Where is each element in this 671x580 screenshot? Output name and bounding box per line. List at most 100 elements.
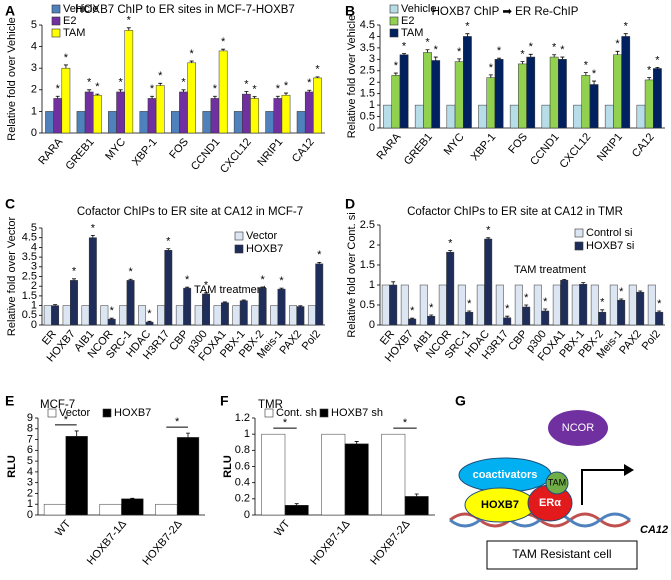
y-tick-label: 5 [31, 222, 37, 234]
error-bar [186, 432, 191, 438]
significance-mark: * [147, 308, 152, 320]
y-tick-label: 0 [369, 319, 375, 331]
panel-label: D [345, 196, 355, 212]
bar [233, 111, 243, 134]
significance-mark: * [524, 292, 529, 304]
chart-title: TMR [258, 399, 283, 411]
significance-mark: * [489, 62, 494, 74]
chart-title: HOXB7 ChIP ➡ ER Re-ChIP [432, 6, 579, 18]
y-tick-label: 0.4 [235, 477, 250, 489]
error-bar [284, 92, 289, 96]
y-tick-label: 8 [27, 423, 33, 435]
legend-label: TAM [401, 27, 423, 39]
significance-mark: * [204, 280, 209, 292]
error-bar [185, 286, 190, 289]
error-bar [109, 317, 114, 320]
legend-swatch [574, 241, 584, 251]
bar [164, 250, 173, 326]
bar [187, 62, 197, 134]
significance-mark: * [317, 249, 322, 261]
bar [465, 311, 474, 326]
arrow-head [624, 464, 634, 476]
error-bar [354, 441, 359, 444]
bar [438, 284, 447, 326]
significance-mark: * [394, 60, 399, 72]
error-bar [244, 91, 249, 95]
significance-mark: * [56, 83, 61, 95]
significance-mark: * [185, 274, 190, 286]
significance-mark: * [158, 70, 163, 82]
significance-mark: * [315, 64, 320, 76]
significance-mark: * [425, 37, 430, 49]
y-tick-label: 1 [31, 300, 37, 312]
error-bar [87, 89, 92, 92]
x-tick-label: WT [272, 518, 292, 539]
error-bar [204, 292, 209, 294]
bar [604, 104, 614, 129]
significance-mark: * [657, 298, 662, 310]
bar [431, 60, 441, 129]
y-tick-label: 0 [27, 509, 33, 521]
significance-mark: * [448, 238, 453, 250]
significance-mark: * [465, 21, 470, 33]
bar [533, 284, 542, 326]
error-bar [581, 282, 586, 285]
y-tick-label: 2 [31, 280, 37, 292]
bar [296, 111, 306, 134]
panel-label: C [5, 196, 15, 212]
bar [391, 75, 401, 129]
bar [573, 104, 582, 129]
legend-label: E2 [63, 15, 76, 27]
legend-label: TAM [63, 27, 85, 39]
panel-label: F [220, 393, 229, 409]
chart-title: Cofactor ChIPs to ER site at CA12 in MCF… [77, 206, 303, 218]
panel: C Cofactor ChIPs to ER site at CA12 in MC… [5, 196, 325, 364]
x-tick-label: CA12 [290, 136, 317, 165]
y-axis-label: Relative fold over Vehicle [346, 15, 358, 139]
bar [179, 91, 188, 134]
significance-mark: * [118, 77, 123, 89]
error-bar [497, 57, 502, 60]
error-bar [95, 93, 100, 96]
x-tick-label: HOXB7-1Δ [85, 518, 130, 568]
bar [65, 436, 88, 516]
legend-label: HOXB7 sh [331, 407, 383, 419]
bar [284, 505, 309, 516]
y-axis-label: Relative fold over Vector [6, 217, 18, 337]
y-tick-label: 3 [369, 53, 375, 65]
bar [273, 98, 283, 134]
node-label: HOXB7 [481, 499, 519, 511]
annotation: TAM treatment [514, 264, 586, 276]
error-bar [275, 95, 280, 99]
bar [315, 263, 324, 326]
x-tick-label: CXCL12 [557, 131, 593, 171]
legend-swatch [51, 28, 61, 38]
bar [210, 98, 220, 134]
error-bar [623, 33, 628, 37]
bar [100, 305, 109, 326]
bar [116, 91, 125, 134]
bar [589, 84, 599, 129]
bar [423, 52, 432, 129]
x-tick-label: XBP-1 [469, 131, 499, 163]
error-bar [583, 72, 588, 76]
error-bar [486, 237, 491, 239]
panel-label: B [345, 3, 355, 19]
error-bar [298, 305, 303, 307]
bar [107, 318, 116, 326]
y-tick-label: 3 [31, 62, 37, 74]
error-bar [150, 95, 155, 99]
significance-mark: * [64, 52, 69, 64]
significance-mark: * [91, 222, 96, 234]
y-axis-label: Relative fold over Vehicle [6, 17, 18, 141]
error-bar [592, 80, 597, 85]
bar [239, 300, 248, 326]
x-tick-label: GREB1 [64, 136, 97, 172]
bar [218, 50, 228, 134]
legend-swatch [264, 408, 274, 418]
y-tick-label: 9 [27, 412, 33, 424]
error-bar [166, 248, 171, 251]
bar [486, 77, 496, 129]
y-tick-label: 6 [27, 444, 33, 456]
error-bar [252, 96, 257, 99]
